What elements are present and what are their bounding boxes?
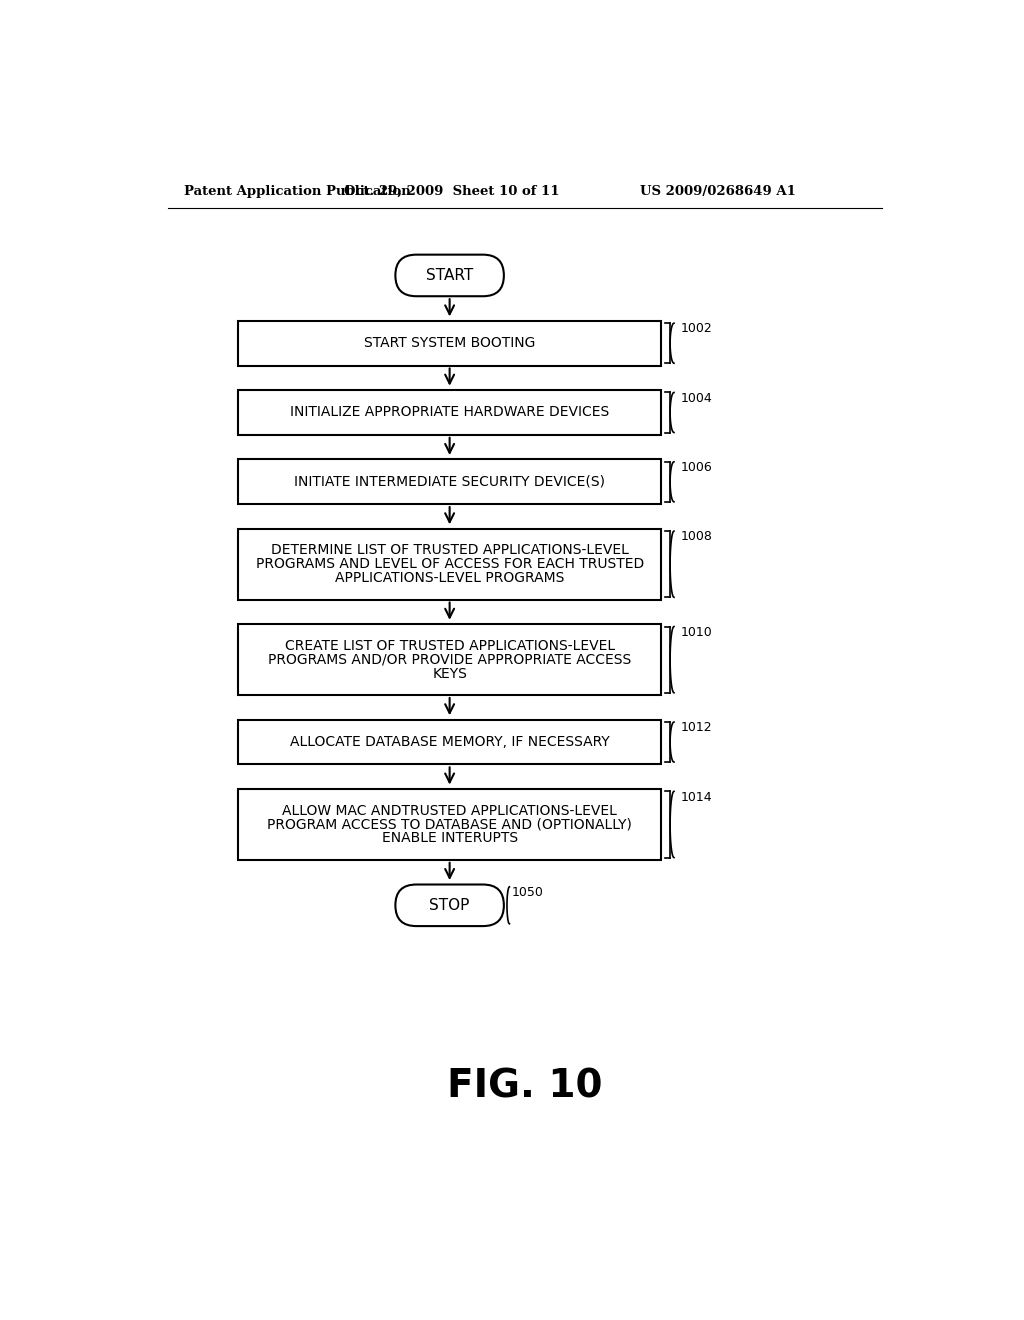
Text: PROGRAMS AND LEVEL OF ACCESS FOR EACH TRUSTED: PROGRAMS AND LEVEL OF ACCESS FOR EACH TR… [256, 557, 644, 572]
Bar [239, 789, 660, 859]
Text: KEYS: KEYS [432, 667, 467, 681]
Bar [239, 459, 660, 504]
Bar [239, 719, 660, 764]
Text: ENABLE INTERUPTS: ENABLE INTERUPTS [382, 832, 518, 845]
Text: START: START [426, 268, 473, 282]
Text: INITIALIZE APPROPRIATE HARDWARE DEVICES: INITIALIZE APPROPRIATE HARDWARE DEVICES [290, 405, 609, 420]
Text: STOP: STOP [429, 898, 470, 913]
Text: 1004: 1004 [681, 392, 713, 405]
Text: Oct. 29, 2009  Sheet 10 of 11: Oct. 29, 2009 Sheet 10 of 11 [344, 185, 560, 198]
Text: US 2009/0268649 A1: US 2009/0268649 A1 [640, 185, 796, 198]
Text: ALLOCATE DATABASE MEMORY, IF NECESSARY: ALLOCATE DATABASE MEMORY, IF NECESSARY [290, 735, 609, 748]
Bar [239, 624, 660, 696]
Bar [239, 391, 660, 434]
Text: APPLICATIONS-LEVEL PROGRAMS: APPLICATIONS-LEVEL PROGRAMS [335, 572, 564, 585]
Text: 1002: 1002 [681, 322, 713, 335]
Text: START SYSTEM BOOTING: START SYSTEM BOOTING [364, 337, 536, 350]
Text: 1008: 1008 [681, 531, 713, 544]
Text: ALLOW MAC ANDTRUSTED APPLICATIONS-LEVEL: ALLOW MAC ANDTRUSTED APPLICATIONS-LEVEL [283, 804, 617, 817]
Text: PROGRAM ACCESS TO DATABASE AND (OPTIONALLY): PROGRAM ACCESS TO DATABASE AND (OPTIONAL… [267, 817, 632, 832]
Bar [239, 321, 660, 366]
Text: 1050: 1050 [512, 886, 544, 899]
Text: DETERMINE LIST OF TRUSTED APPLICATIONS-LEVEL: DETERMINE LIST OF TRUSTED APPLICATIONS-L… [270, 544, 629, 557]
Text: 1014: 1014 [681, 791, 713, 804]
FancyBboxPatch shape [395, 884, 504, 927]
Text: Patent Application Publication: Patent Application Publication [183, 185, 411, 198]
Text: INITIATE INTERMEDIATE SECURITY DEVICE(S): INITIATE INTERMEDIATE SECURITY DEVICE(S) [294, 475, 605, 488]
Text: FIG. 10: FIG. 10 [447, 1068, 602, 1105]
Bar [239, 529, 660, 599]
Text: 1012: 1012 [681, 721, 713, 734]
Text: 1010: 1010 [681, 626, 713, 639]
Text: PROGRAMS AND/OR PROVIDE APPROPRIATE ACCESS: PROGRAMS AND/OR PROVIDE APPROPRIATE ACCE… [268, 652, 631, 667]
FancyBboxPatch shape [395, 255, 504, 296]
Text: 1006: 1006 [681, 461, 713, 474]
Text: CREATE LIST OF TRUSTED APPLICATIONS-LEVEL: CREATE LIST OF TRUSTED APPLICATIONS-LEVE… [285, 639, 614, 653]
